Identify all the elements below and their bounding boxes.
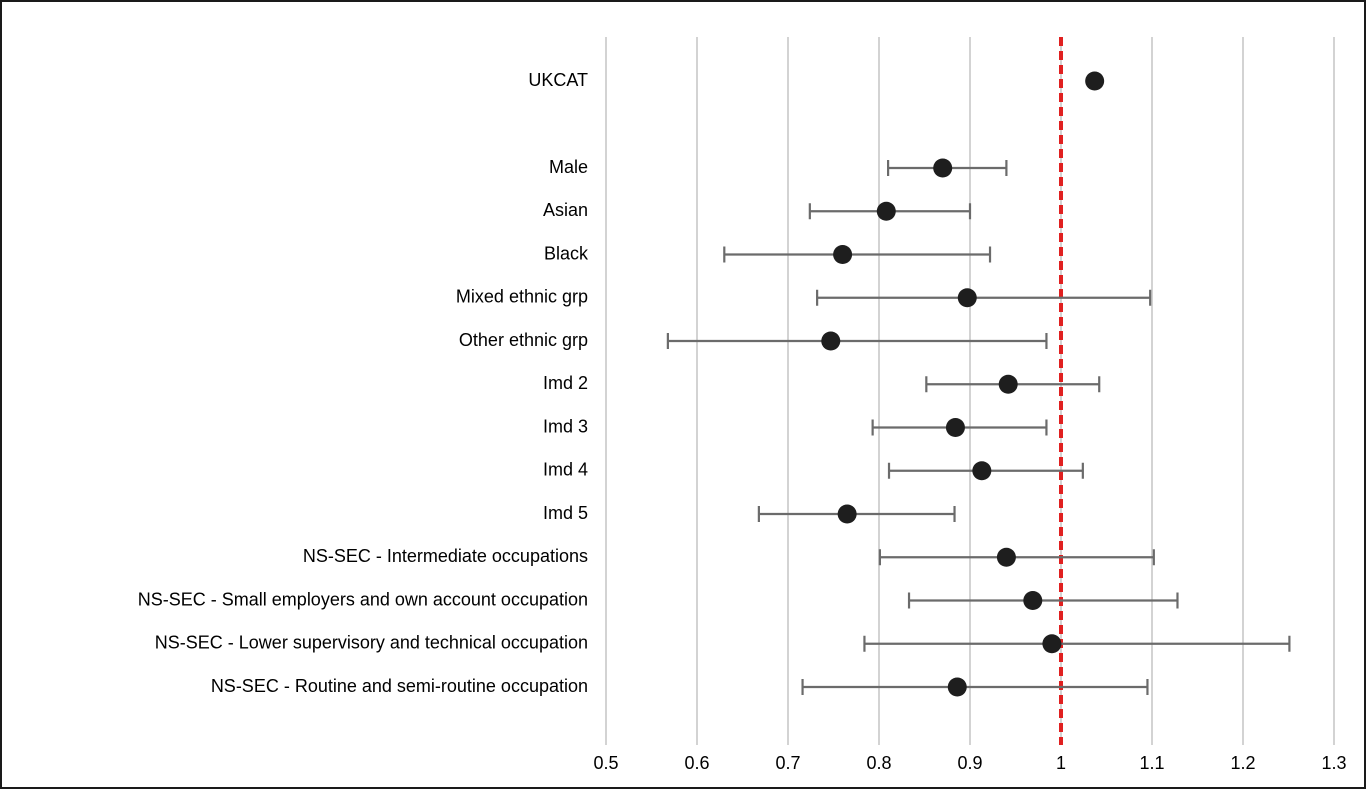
category-label: NS-SEC - Routine and semi-routine occupa… — [211, 676, 588, 696]
grid-lines — [605, 37, 1335, 745]
data-points — [821, 71, 1105, 697]
category-labels: UKCAT Male Asian Black Mixed ethnic grp Other… — [138, 70, 589, 696]
x-tick-label: 1.1 — [1139, 753, 1164, 773]
estimate-point — [972, 461, 992, 481]
category-label: Other ethnic grp — [459, 330, 588, 350]
category-label: UKCAT — [528, 70, 588, 90]
estimate-point — [1023, 591, 1043, 610]
x-tick-label: 0.6 — [684, 753, 709, 773]
category-label: NS-SEC - Small employers and own account… — [138, 589, 588, 609]
x-tick-label: 1.2 — [1230, 753, 1255, 773]
category-label: Black — [544, 243, 589, 263]
error-bar — [816, 289, 1152, 306]
estimate-point — [837, 504, 857, 524]
estimate-point — [1042, 634, 1062, 654]
estimate-point — [945, 418, 965, 437]
estimate-point — [833, 245, 853, 264]
error-bar — [878, 549, 1155, 566]
category-label: Asian — [543, 200, 588, 220]
estimate-point — [996, 547, 1016, 567]
error-bar — [666, 333, 1048, 349]
estimate-point — [998, 374, 1018, 394]
estimate-point — [933, 158, 953, 178]
estimate-point — [1085, 71, 1105, 91]
estimate-point — [957, 288, 977, 308]
category-label: Imd 2 — [543, 373, 588, 393]
x-tick-label: 0.5 — [593, 753, 618, 773]
x-tick-label: 0.9 — [957, 753, 982, 773]
x-axis-tick-labels: 0.5 0.6 0.7 0.8 0.9 1 1.1 1.2 1.3 — [593, 753, 1346, 773]
x-tick-label: 1.3 — [1321, 753, 1346, 773]
category-label: Mixed ethnic grp — [456, 287, 588, 307]
error-bar — [801, 679, 1149, 695]
category-label: Imd 5 — [543, 503, 588, 523]
category-label: NS-SEC - Intermediate occupations — [303, 546, 588, 566]
estimate-point — [947, 677, 967, 697]
error-bar — [907, 592, 1179, 609]
estimate-point — [876, 201, 896, 221]
x-tick-label: 0.8 — [866, 753, 891, 773]
x-tick-label: 1 — [1056, 753, 1066, 773]
error-bar — [757, 506, 956, 522]
category-label: Male — [549, 157, 588, 177]
error-bars — [666, 160, 1291, 695]
category-label: Imd 3 — [543, 416, 588, 436]
error-bar — [723, 246, 992, 263]
x-tick-label: 0.7 — [775, 753, 800, 773]
estimate-point — [821, 331, 841, 351]
category-label: Imd 4 — [543, 460, 588, 480]
error-bar — [863, 635, 1291, 652]
category-label: NS-SEC - Lower supervisory and technical… — [155, 633, 588, 653]
